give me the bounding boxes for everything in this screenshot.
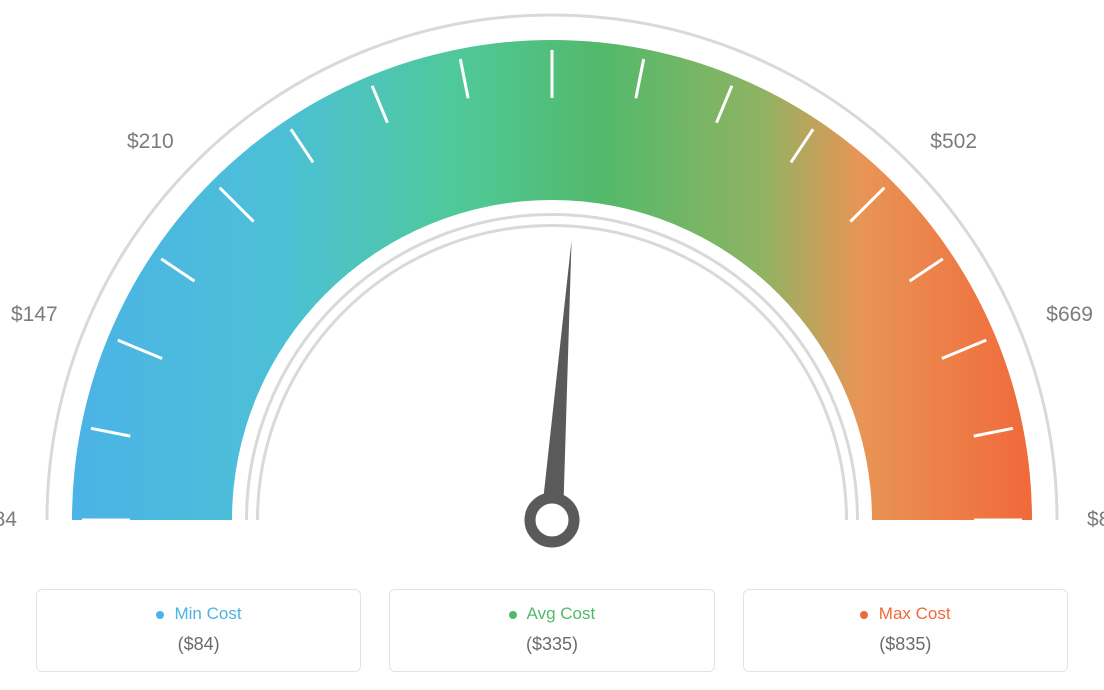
gauge-area: $84$147$210$335$502$669$835 [0, 0, 1104, 560]
legend-dot-avg [509, 611, 517, 619]
legend-dot-min [156, 611, 164, 619]
gauge-svg [0, 0, 1104, 560]
legend-title-avg: Avg Cost [390, 604, 713, 624]
gauge-tick-label: $147 [11, 303, 58, 327]
gauge-tick-label: $835 [1087, 508, 1104, 532]
legend-value-min: ($84) [37, 634, 360, 655]
legend-value-avg: ($335) [390, 634, 713, 655]
gauge-tick-label: $669 [1046, 303, 1093, 327]
legend-card-max: Max Cost ($835) [743, 589, 1068, 672]
legend-row: Min Cost ($84) Avg Cost ($335) Max Cost … [36, 589, 1068, 672]
gauge-tick-label: $502 [930, 130, 977, 154]
legend-label-min: Min Cost [174, 604, 241, 623]
legend-value-max: ($835) [744, 634, 1067, 655]
legend-card-avg: Avg Cost ($335) [389, 589, 714, 672]
gauge-tick-label: $84 [0, 508, 17, 532]
gauge-tick-label: $210 [127, 130, 174, 154]
cost-gauge-chart: $84$147$210$335$502$669$835 Min Cost ($8… [0, 0, 1104, 690]
legend-card-min: Min Cost ($84) [36, 589, 361, 672]
legend-label-avg: Avg Cost [527, 604, 596, 623]
legend-title-min: Min Cost [37, 604, 360, 624]
legend-title-max: Max Cost [744, 604, 1067, 624]
legend-label-max: Max Cost [879, 604, 951, 623]
legend-dot-max [860, 611, 868, 619]
